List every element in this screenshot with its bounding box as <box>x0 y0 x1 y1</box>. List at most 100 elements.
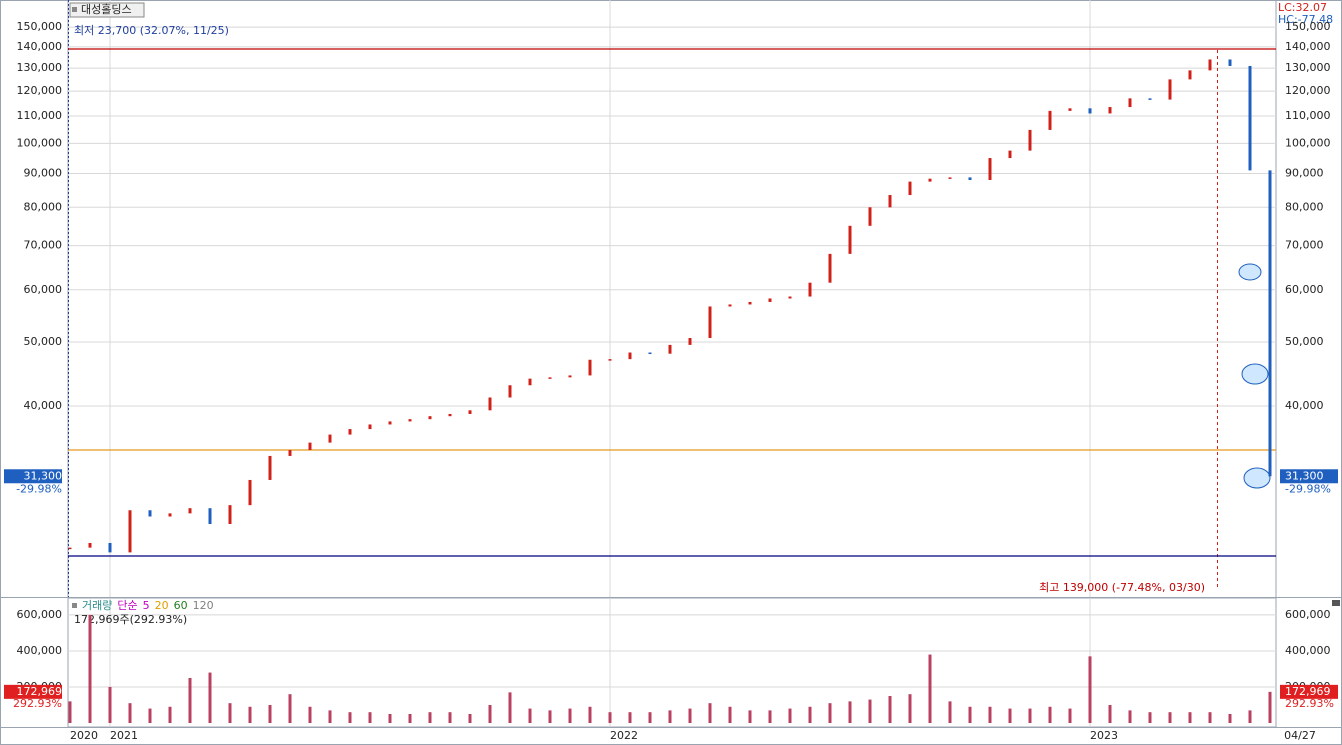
candle <box>1268 170 1272 477</box>
y-tick-label-right: 40,000 <box>1285 399 1324 412</box>
volume-bar <box>328 710 332 723</box>
y-tick-label-right: 100,000 <box>1285 136 1331 149</box>
volume-bar <box>1228 713 1232 723</box>
volume-bar <box>1048 706 1052 723</box>
candle <box>208 508 212 524</box>
candle <box>228 505 232 524</box>
current-price-box <box>1280 469 1338 484</box>
y-tick-label: 50,000 <box>24 335 63 348</box>
volume-bar <box>368 712 372 723</box>
candle <box>1028 129 1032 151</box>
volume-bar <box>348 712 352 723</box>
candle <box>1108 107 1112 114</box>
volume-bar <box>288 694 292 723</box>
y-tick-label-right: 120,000 <box>1285 84 1331 97</box>
volume-bar <box>408 713 412 723</box>
candle <box>768 298 772 302</box>
candle <box>248 479 252 506</box>
candle <box>528 378 532 386</box>
y-tick-label-right: 400,000 <box>1285 644 1331 657</box>
title-box <box>69 2 145 18</box>
candle <box>848 225 852 254</box>
candle <box>728 304 732 307</box>
panel-close[interactable] <box>1332 600 1340 606</box>
y-tick-label: 110,000 <box>17 109 63 122</box>
volume-bar <box>148 708 152 723</box>
y-tick-label-right: 150,000 <box>1285 20 1331 33</box>
candle <box>608 359 612 361</box>
candle <box>948 177 952 179</box>
candle <box>408 419 412 422</box>
volume-bar <box>1248 710 1252 723</box>
y-tick-label: 100,000 <box>17 136 63 149</box>
y-tick-label: 120,000 <box>17 84 63 97</box>
volume-bar <box>468 713 472 723</box>
y-tick-label: 600,000 <box>17 608 63 621</box>
volume-bar <box>728 706 732 723</box>
y-tick-label: 90,000 <box>24 167 63 180</box>
candle <box>428 416 432 420</box>
candle <box>1168 79 1172 100</box>
y-tick-label: 60,000 <box>24 283 63 296</box>
candle <box>968 177 972 180</box>
y-tick-label-right: 130,000 <box>1285 61 1331 74</box>
candle <box>808 282 812 297</box>
cursor-date: 04/27 <box>1284 729 1316 742</box>
y-tick-label: 400,000 <box>17 644 63 657</box>
candle <box>128 510 132 553</box>
current-volume-box <box>1280 684 1338 699</box>
candle <box>508 385 512 398</box>
current-change: -29.98% <box>16 482 62 495</box>
x-tick-label: 2023 <box>1090 729 1118 742</box>
candle <box>1248 65 1252 171</box>
volume-bar <box>1188 712 1192 723</box>
volume-bar <box>188 677 192 723</box>
volume-bar <box>1108 704 1112 723</box>
current-price-box <box>4 469 62 484</box>
x-tick-label: 2020 <box>70 729 98 742</box>
legend-entry: 20 <box>155 599 169 612</box>
y-tick-label: 40,000 <box>24 399 63 412</box>
volume-bar <box>428 712 432 723</box>
legend-entry: 단순 <box>117 599 137 612</box>
volume-bar <box>1028 708 1032 723</box>
candle <box>828 253 832 283</box>
candle <box>988 158 992 180</box>
candle <box>468 410 472 414</box>
volume-bar <box>228 703 232 723</box>
candle <box>268 455 272 480</box>
high-annotation: 최고 139,000 (-77.48%, 03/30) <box>1039 581 1205 594</box>
candle <box>928 178 932 182</box>
volume-bar <box>808 706 812 723</box>
volume-bar <box>648 712 652 723</box>
volume-bar <box>1008 708 1012 723</box>
candle <box>188 508 192 514</box>
volume-bar <box>828 703 832 723</box>
volume-bar <box>928 654 932 723</box>
candle <box>1088 108 1092 114</box>
volume-bar <box>668 710 672 723</box>
current-change: -29.98% <box>1285 482 1331 495</box>
candle <box>748 301 752 305</box>
volume-bar <box>268 704 272 723</box>
candle <box>628 352 632 360</box>
volume-bar <box>1208 712 1212 723</box>
candle <box>1008 150 1012 159</box>
legend-entry: 5 <box>143 599 150 612</box>
candle <box>568 375 572 378</box>
volume-info: 172,969주(292.93%) <box>74 613 187 626</box>
candle <box>1128 98 1132 108</box>
candle <box>868 207 872 226</box>
volume-bar <box>1128 710 1132 723</box>
candle <box>888 195 892 208</box>
lc-label: LC:32.07 <box>1278 1 1327 14</box>
y-tick-label-right: 70,000 <box>1285 239 1324 252</box>
candle <box>588 359 592 376</box>
volume-bar <box>168 706 172 723</box>
volume-bar <box>948 701 952 723</box>
volume-bar <box>1268 691 1272 723</box>
signal-marker <box>1243 467 1271 489</box>
candle <box>1068 108 1072 111</box>
volume-bar <box>548 710 552 723</box>
stock-title: 대성홀딩스 <box>81 3 132 16</box>
